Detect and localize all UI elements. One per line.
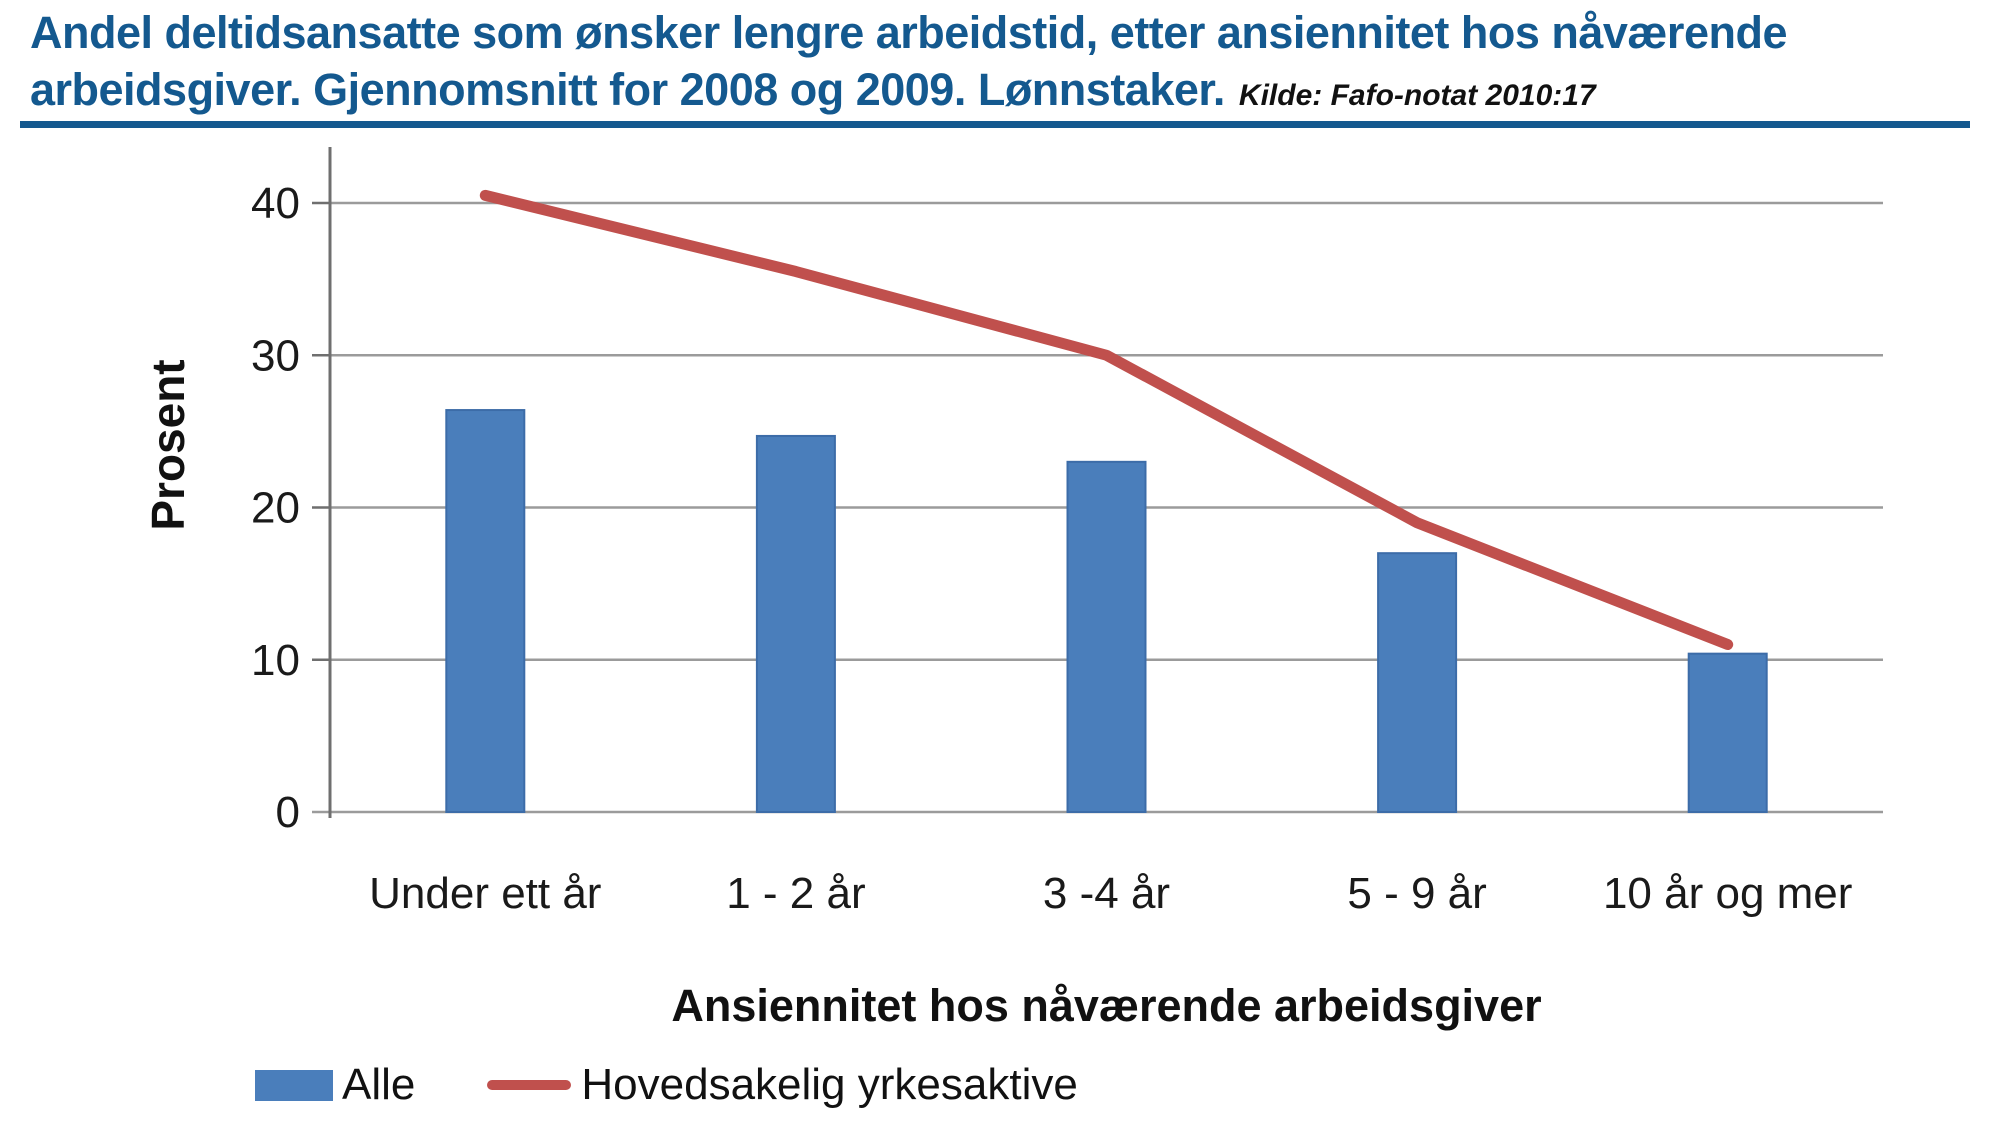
- chart-title-line2: arbeidsgiver. Gjennomsnitt for 2008 og 2…: [30, 64, 1225, 115]
- y-tick-label-10: 10: [251, 636, 300, 685]
- x-axis-title: Ansiennitet hos nåværende arbeidsgiver: [671, 980, 1542, 1031]
- bar-5: [1687, 652, 1768, 813]
- source-note: Kilde: Fafo-notat 2010:17: [1238, 79, 1596, 112]
- bar-series-swatch: [255, 1069, 333, 1101]
- chart-legend: Alle Hovedsakelig yrkesaktive: [255, 1060, 1078, 1110]
- bar-4: [1377, 552, 1458, 813]
- y-axis-title: Prosent: [142, 359, 194, 531]
- trend-line: [479, 189, 1734, 651]
- legend-item-yrkesaktive: Hovedsakelig yrkesaktive: [487, 1060, 1078, 1110]
- x-category-label-2: 1 - 2 år: [726, 869, 865, 918]
- y-tick-label-40: 40: [251, 179, 300, 228]
- chart-header: Andel deltidsansatte som ønsker lengre a…: [30, 4, 1980, 124]
- bar-3: [1066, 460, 1147, 813]
- x-category-label-1: Under ett år: [369, 869, 601, 918]
- y-tick-label-20: 20: [251, 484, 300, 533]
- x-category-label-5: 10 år og mer: [1603, 869, 1852, 918]
- legend-item-alle: Alle: [255, 1060, 415, 1110]
- line-series-swatch: [487, 1080, 572, 1090]
- header-divider: [20, 121, 1970, 128]
- legend-label-yrkesaktive: Hovedsakelig yrkesaktive: [581, 1060, 1078, 1109]
- bar-2: [755, 434, 836, 813]
- x-category-label-3: 3 -4 år: [1043, 869, 1170, 918]
- bar-1: [445, 409, 526, 813]
- y-tick-label-0: 0: [276, 788, 300, 837]
- chart-title: Andel deltidsansatte som ønsker lengre a…: [30, 4, 1980, 124]
- legend-label-alle: Alle: [342, 1060, 416, 1109]
- y-tick-label-30: 30: [251, 331, 300, 380]
- x-category-label-4: 5 - 9 år: [1347, 869, 1486, 918]
- chart-title-line1: Andel deltidsansatte som ønsker lengre a…: [30, 7, 1787, 58]
